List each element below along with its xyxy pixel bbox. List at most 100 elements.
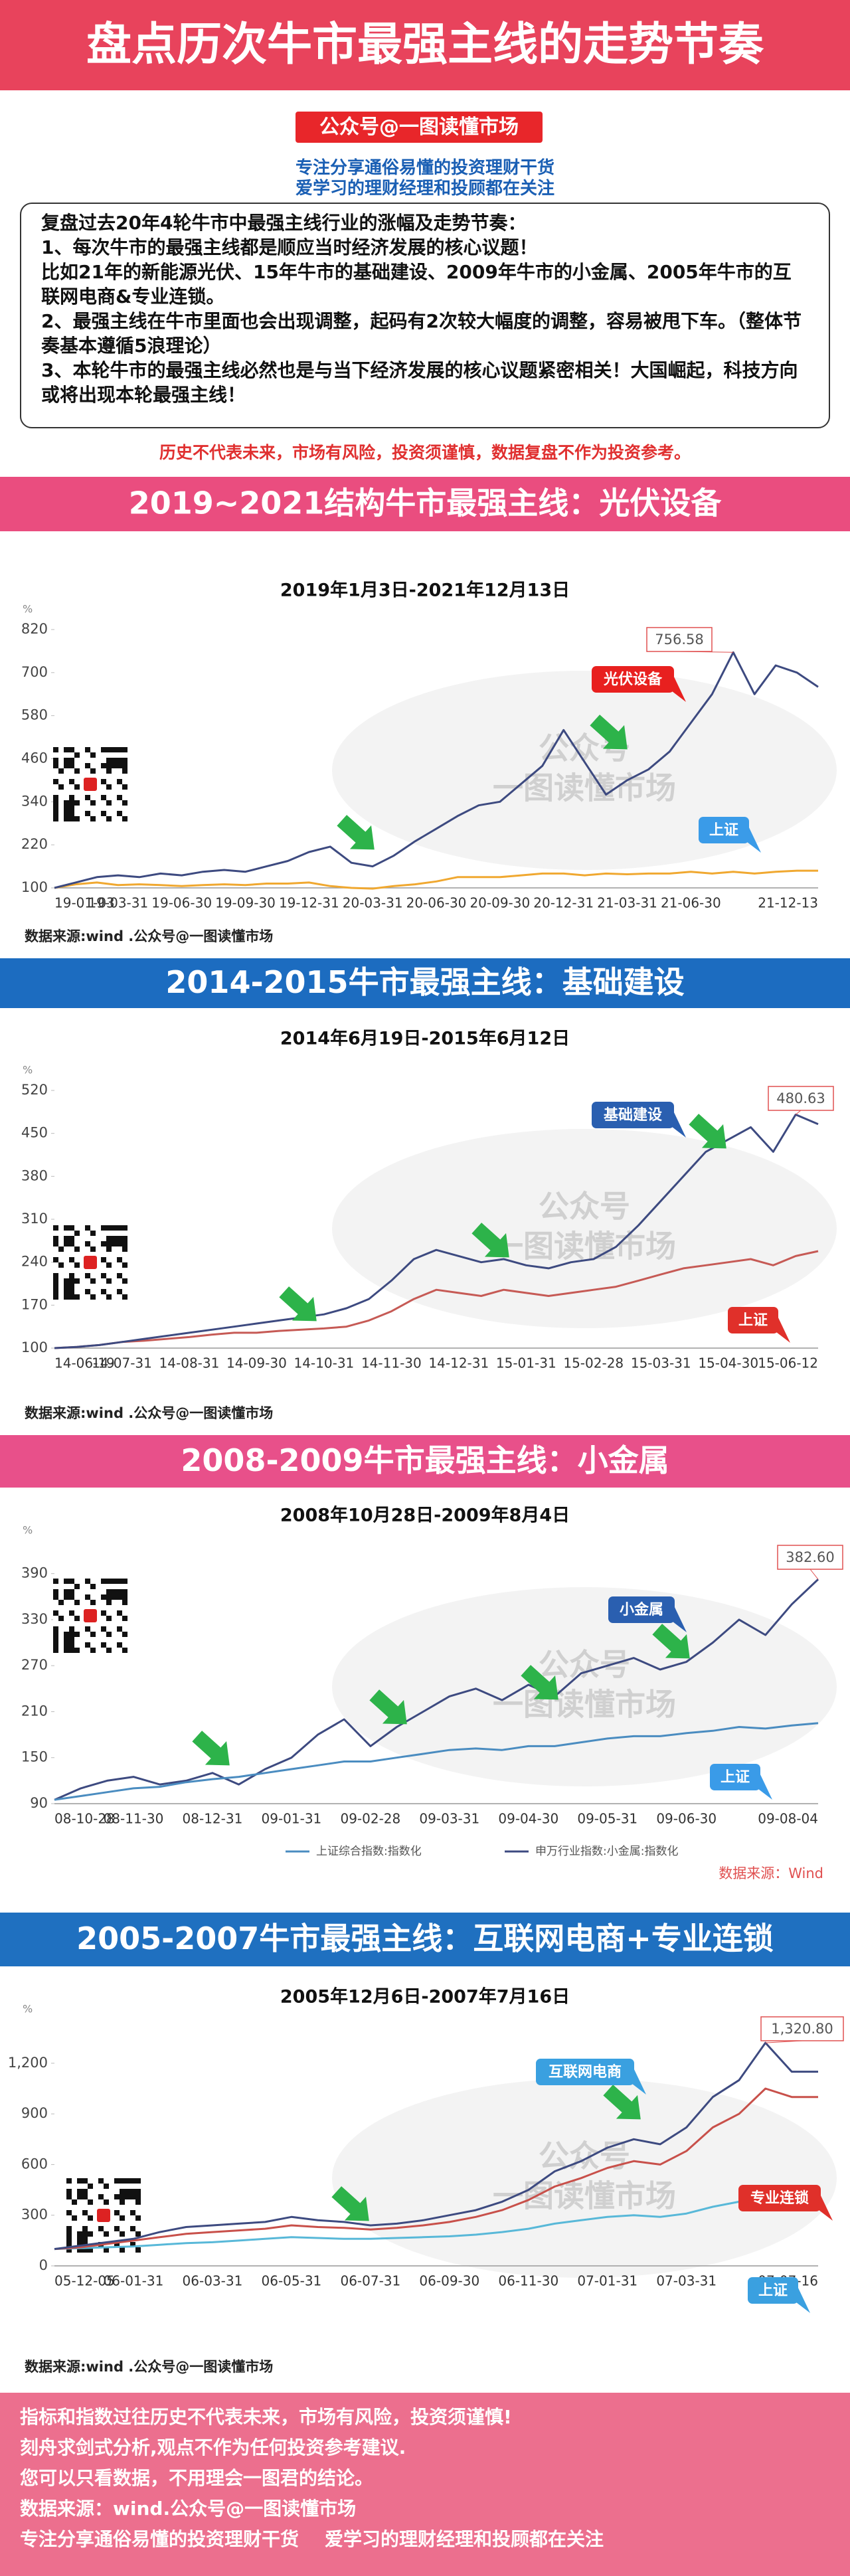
qr-cell: [53, 1225, 58, 1231]
qr-cell: [135, 2189, 141, 2194]
qr-cell: [101, 1257, 106, 1262]
intro-line: 2、最强主线在牛市里面也会出现调整，起码有2次较大幅度的调整，容易被甩下车。（整…: [41, 310, 802, 357]
qr-cell: [82, 2226, 88, 2231]
chart-title: 2019年1月3日-2021年12月13日: [280, 580, 570, 601]
y-tick-label: 340: [21, 793, 48, 809]
qr-cell: [125, 2189, 130, 2194]
qr-cell: [82, 2247, 88, 2253]
qr-logo: [84, 1609, 97, 1622]
qr-cell: [69, 779, 74, 784]
qr-cell: [74, 1294, 80, 1300]
qr-cell: [64, 1637, 69, 1642]
x-tick-label: 06-05-31: [262, 2273, 322, 2289]
qr-cell: [117, 758, 122, 763]
qr-cell: [114, 2178, 120, 2184]
y-tick-label: 150: [21, 1749, 48, 1765]
qr-cell: [85, 811, 90, 816]
callout-label: 上证: [738, 1312, 768, 1329]
qr-cell: [101, 1289, 106, 1294]
qr-cell: [82, 2210, 88, 2215]
qr-cell: [130, 2226, 135, 2231]
qr-cell: [117, 1589, 122, 1594]
callout-box: [536, 2059, 634, 2085]
qr-cell: [122, 1594, 128, 1600]
qr-cell: [82, 2178, 88, 2184]
qr-cell: [85, 1273, 90, 1278]
qr-cell: [69, 1642, 74, 1648]
qr-cell: [69, 747, 74, 752]
qr-cell: [69, 1236, 74, 1241]
qr-cell: [106, 763, 112, 768]
qr-cell: [69, 1278, 74, 1284]
qr-cell: [85, 1594, 90, 1600]
qr-cell: [106, 758, 112, 763]
qr-cell: [117, 1594, 122, 1600]
qr-cell: [101, 811, 106, 816]
qr-cell: [69, 1648, 74, 1653]
peak-label: 382.60: [786, 1549, 834, 1565]
qr-cell: [135, 2178, 141, 2184]
qr-cell: [74, 800, 80, 806]
qr-cell: [69, 816, 74, 821]
qr-cell: [58, 1262, 64, 1268]
section-band: [0, 1913, 850, 1966]
qr-code: [53, 1579, 128, 1653]
qr-cell: [66, 2194, 72, 2199]
qr-cell: [88, 2199, 93, 2205]
x-tick-label: 14-09-30: [226, 1355, 287, 1371]
qr-cell: [117, 1289, 122, 1294]
x-tick-label: 14-11-30: [361, 1355, 422, 1371]
x-tick-label: 06-03-31: [183, 2273, 243, 2289]
qr-cell: [112, 1579, 117, 1584]
footer-line: 数据来源：wind.公众号@一图读懂市场: [20, 2498, 357, 2520]
qr-cell: [53, 1594, 58, 1600]
callout-label: 光伏设备: [603, 671, 663, 688]
qr-cell: [135, 2215, 141, 2221]
qr-cell: [122, 1236, 128, 1241]
x-tick-label: 21-12-13: [758, 895, 818, 911]
qr-cell: [53, 806, 58, 811]
qr-cell: [85, 1626, 90, 1632]
qr-cell: [122, 1241, 128, 1246]
qr-logo: [97, 2209, 110, 2222]
x-tick-label: 20-12-31: [533, 895, 594, 911]
qr-cell: [106, 800, 112, 806]
qr-cell: [117, 1241, 122, 1246]
qr-cell: [125, 2178, 130, 2184]
qr-cell: [58, 1616, 64, 1621]
x-tick-label: 09-08-04: [758, 1811, 818, 1827]
qr-cell: [69, 758, 74, 763]
qr-cell: [117, 795, 122, 800]
page-title: 盘点历次牛市最强主线的走势节奏: [0, 0, 850, 90]
qr-cell: [64, 1589, 69, 1594]
qr-cell: [117, 1579, 122, 1584]
intro-box: 复盘过去20年4轮牛市中最强主线行业的涨幅及走势节奏： 1、每次牛市的最强主线都…: [20, 203, 830, 428]
qr-cell: [64, 1289, 69, 1294]
qr-cell: [74, 1648, 80, 1653]
series-line: [54, 2041, 818, 2251]
qr-cell: [101, 779, 106, 784]
qr-cell: [101, 1273, 106, 1278]
qr-cell: [130, 2178, 135, 2184]
callout-label: 基础建设: [604, 1107, 662, 1124]
x-tick-label: 19-06-30: [151, 895, 212, 911]
y-tick-label: 310: [21, 1211, 48, 1227]
watermark: 一图读懂市场: [493, 2178, 676, 2214]
y-tick-label: 300: [21, 2207, 48, 2223]
y-unit: %: [23, 1524, 33, 1537]
qr-cell: [122, 1294, 128, 1300]
qr-cell: [69, 1637, 74, 1642]
x-tick-label: 14-07-31: [92, 1355, 152, 1371]
qr-cell: [64, 806, 69, 811]
qr-cell: [104, 2199, 109, 2205]
qr-cell: [74, 1600, 80, 1605]
qr-cell: [53, 1289, 58, 1294]
y-tick-label: 90: [30, 1795, 48, 1811]
qr-cell: [88, 2215, 93, 2221]
green-arrow: [652, 1624, 690, 1659]
x-tick-label: 09-02-28: [340, 1811, 400, 1827]
qr-cell: [74, 1246, 80, 1252]
qr-cell: [125, 2194, 130, 2199]
qr-cell: [69, 806, 74, 811]
series-line: [54, 1722, 819, 1801]
